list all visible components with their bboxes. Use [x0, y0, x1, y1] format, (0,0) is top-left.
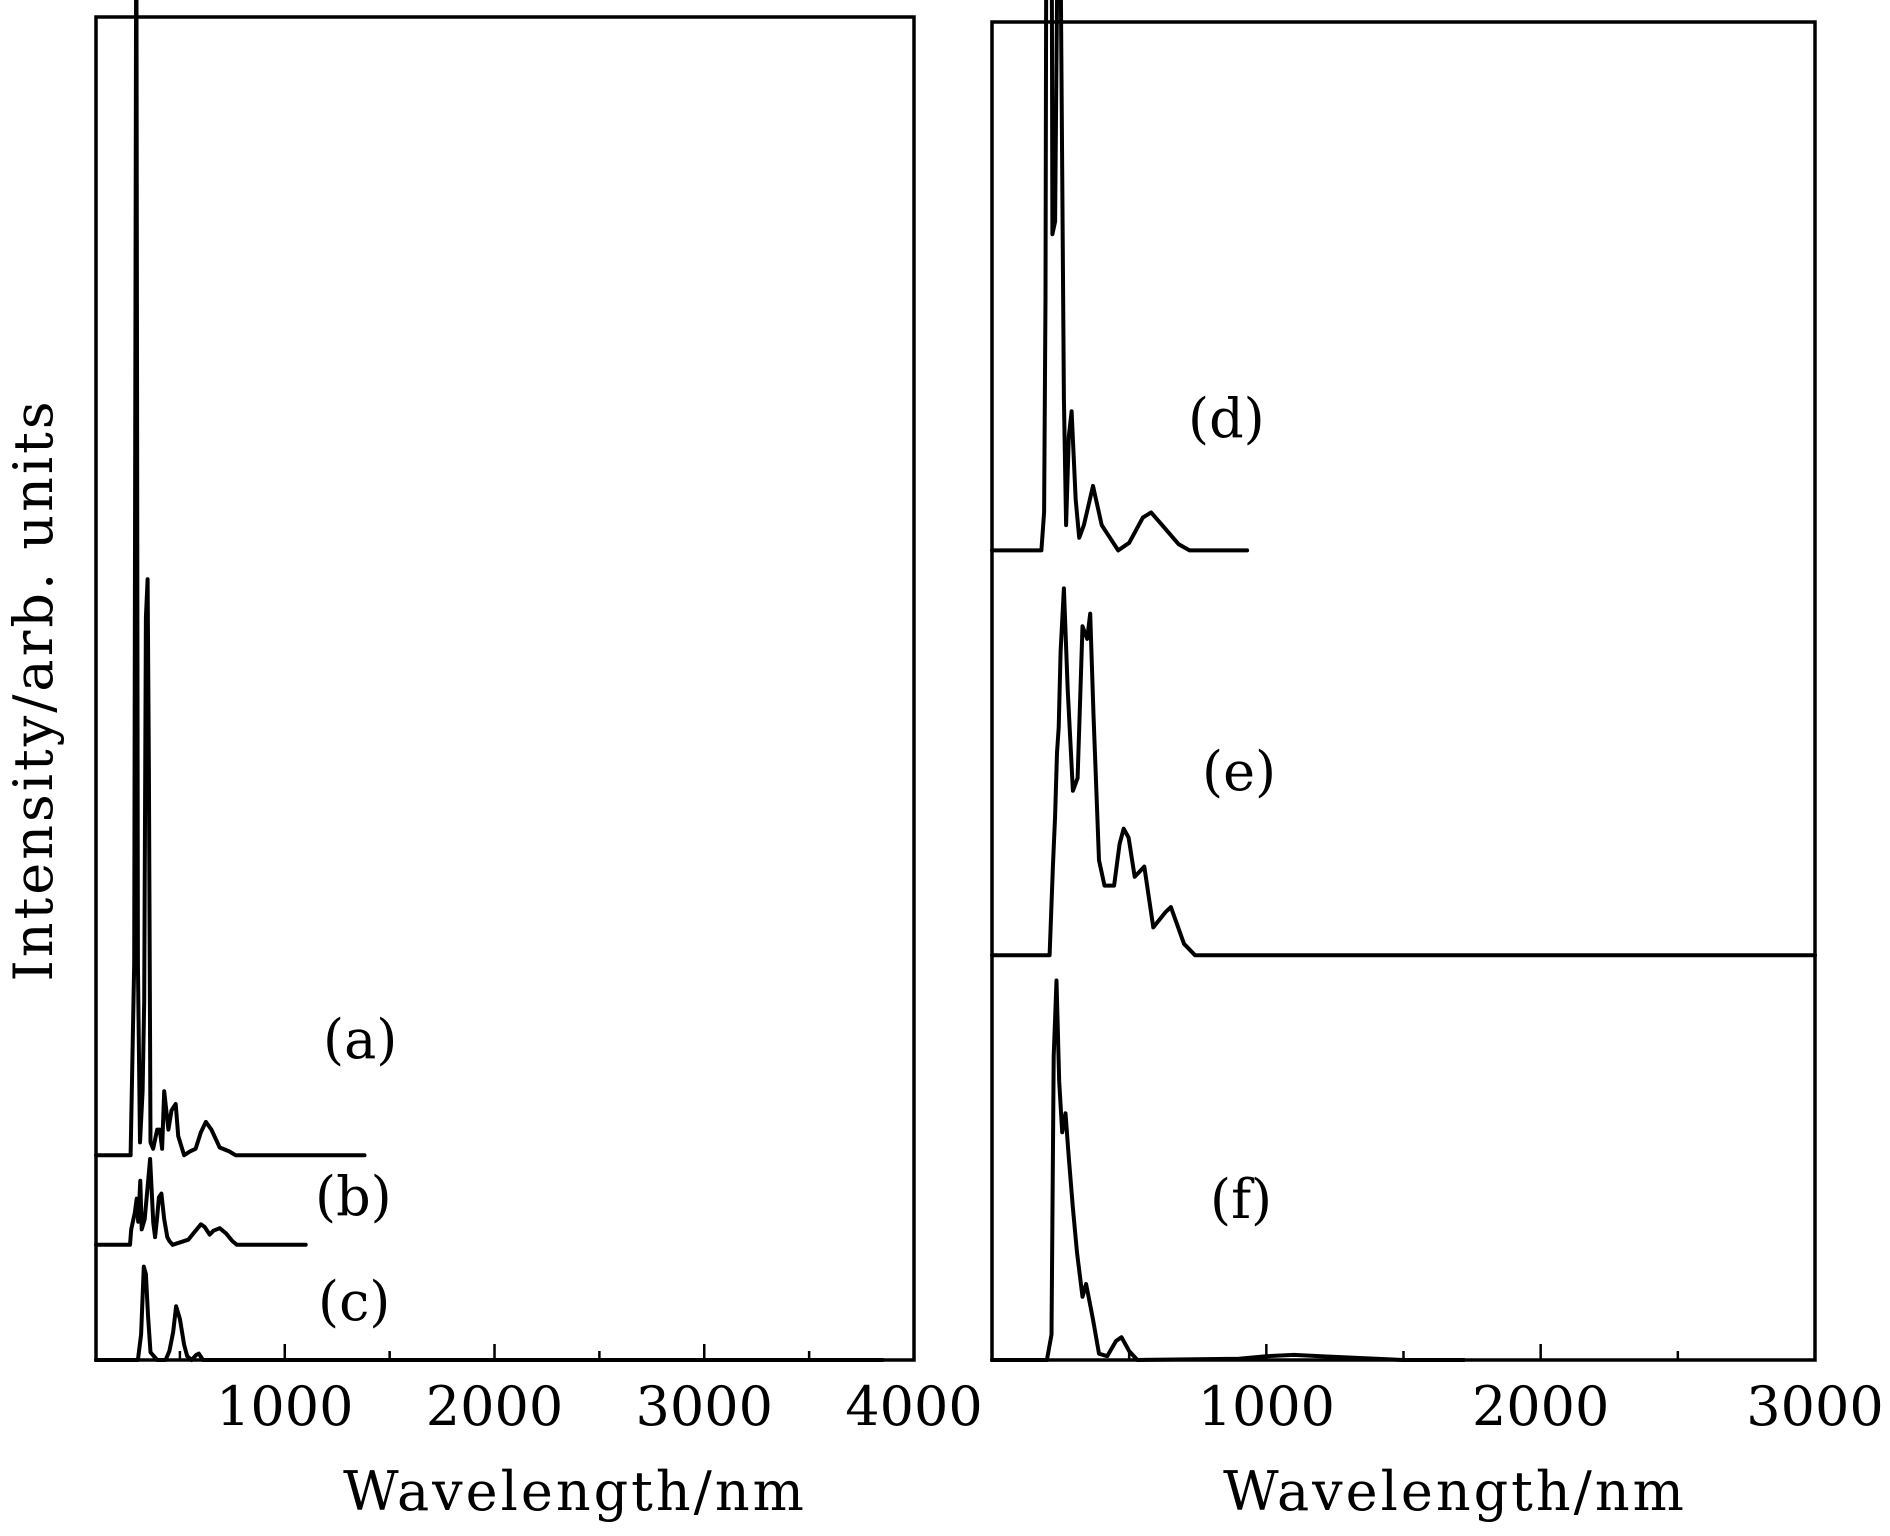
left-x-ticks: 1000 2000 3000 4000: [178, 1344, 983, 1438]
spectrum-curve-f: [990, 978, 1466, 1362]
x-tick-label: 1000: [216, 1375, 353, 1438]
x-tick-label: 3000: [636, 1375, 773, 1438]
right-curves: [990, 0, 1817, 1362]
x-tick-label: 2000: [1472, 1375, 1609, 1438]
label-a: (a): [323, 1008, 397, 1071]
label-d: (d): [1188, 387, 1265, 450]
left-panel: 1000 2000 3000 4000 (a) (b) (c) Wavelength/…: [94, 0, 983, 1523]
x-tick-label: 2000: [426, 1375, 563, 1438]
label-c: (c): [318, 1270, 390, 1333]
right-x-ticks: 1000 2000 3000: [1127, 1344, 1884, 1438]
spectrum-curve-c: [94, 1264, 885, 1362]
x-tick-label: 1000: [1198, 1375, 1335, 1438]
right-plot-frame: [990, 20, 1817, 1362]
left-plot-frame: [94, 15, 916, 1362]
spectrum-curve-b: [94, 1157, 308, 1247]
x-tick-label: 4000: [845, 1375, 982, 1438]
spectrum-curve-a: [94, 0, 367, 1158]
spectrum-curve-d: [990, 0, 1250, 553]
left-y-axis-label: Intensity/arb. units: [2, 398, 65, 981]
label-b: (b): [315, 1165, 392, 1228]
x-tick-label: 3000: [1746, 1375, 1883, 1438]
right-x-axis-label: Wavelength/nm: [1223, 1460, 1687, 1523]
label-f: (f): [1210, 1168, 1272, 1231]
spectrum-curve-e: [990, 586, 1817, 958]
label-e: (e): [1202, 740, 1276, 803]
right-panel: 1000 2000 3000 (d) (e) (f) Wavelength/nm: [990, 0, 1884, 1523]
left-curves: [94, 0, 885, 1362]
left-x-axis-label: Wavelength/nm: [343, 1460, 807, 1523]
